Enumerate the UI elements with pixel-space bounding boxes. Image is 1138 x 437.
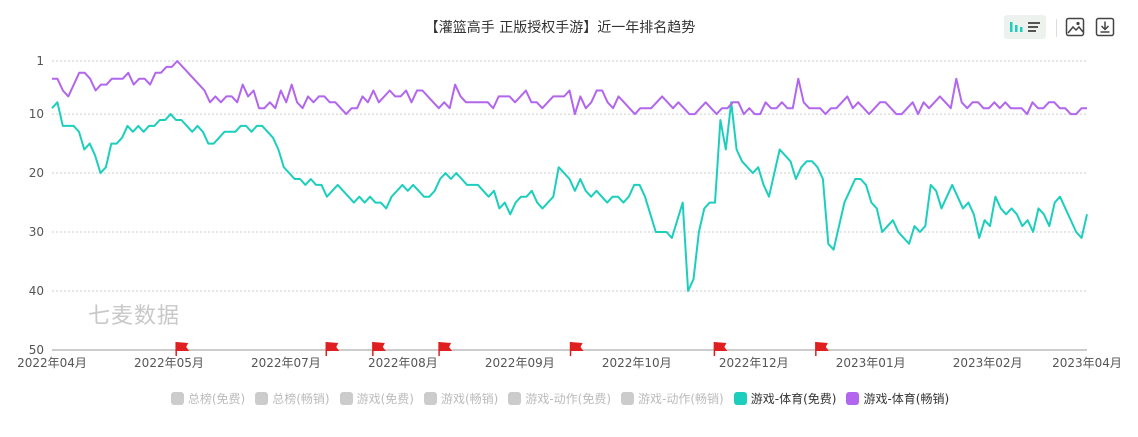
legend-label: 总榜(免费): [187, 392, 246, 406]
legend-swatch: [170, 392, 184, 405]
y-tick-label: 10: [29, 107, 44, 121]
x-tick-label: 2023年01月: [836, 356, 906, 370]
legend-label: 游戏-体育(免费): [750, 392, 837, 406]
y-tick-label: 30: [29, 225, 44, 239]
legend-item[interactable]: 游戏-动作(畅销): [621, 390, 724, 407]
legend-swatch: [846, 392, 860, 405]
legend-label: 游戏(畅销): [440, 392, 499, 406]
series-line[interactable]: [52, 60, 1087, 116]
legend-swatch: [733, 392, 747, 405]
download-icon[interactable]: [1094, 15, 1116, 39]
y-axis-ticks: 1 10 20 30 40 50: [29, 54, 44, 357]
event-flag-icon[interactable]: [325, 342, 340, 356]
chart-toolbar: [998, 15, 1138, 45]
legend-label: 总榜(畅销): [272, 392, 330, 406]
y-tick-label: 1: [36, 54, 44, 68]
legend-swatch: [339, 392, 353, 405]
event-flag-icon[interactable]: [372, 342, 386, 356]
event-flag-icon[interactable]: [175, 342, 190, 356]
legend-swatch: [621, 392, 635, 405]
x-tick-label: 2022年09月: [485, 356, 555, 370]
x-axis-ticks: 2022年04月 2022年05月 2022年07月 2022年08月 2022年09月…: [17, 356, 1122, 370]
chart-legend: 总榜(免费) 总榜(畅销) 游戏(免费) 游戏(畅销) 游戏-动作(免费) 游戏-动作(畅…: [0, 390, 1120, 407]
y-tick-label: 40: [29, 284, 44, 298]
series-lines: [51, 60, 1088, 292]
legend-label: 游戏-动作(畅销): [638, 392, 724, 406]
legend-swatch: [423, 392, 437, 405]
x-tick-label: 2022年05月: [134, 356, 204, 370]
legend-label: 游戏-体育(畅销): [863, 392, 950, 406]
event-flag-icon[interactable]: [815, 342, 829, 356]
x-tick-label: 2023年04月: [1052, 356, 1122, 370]
toolbar-divider: [1056, 19, 1057, 37]
grid-lines: [52, 60, 1087, 351]
x-tick-label: 2022年12月: [719, 356, 789, 370]
event-flag-icon[interactable]: [569, 342, 584, 356]
legend-label: 游戏-动作(免费): [525, 392, 612, 406]
image-icon[interactable]: [1064, 15, 1086, 39]
x-tick-label: 2022年08月: [368, 356, 438, 370]
chart-title: 【灌篮高手 正版授权手游】近一年排名趋势: [424, 20, 696, 36]
y-tick-label: 20: [29, 166, 44, 180]
event-flag-icon[interactable]: [438, 342, 453, 356]
bar-chart-icon[interactable]: [1006, 15, 1028, 39]
legend-item[interactable]: 游戏(畅销): [423, 390, 499, 407]
y-tick-label: 50: [29, 343, 44, 357]
legend-item[interactable]: 总榜(免费): [170, 390, 246, 407]
x-tick-label: 2022年10月: [602, 356, 672, 370]
legend-item[interactable]: 总榜(畅销): [255, 390, 330, 407]
legend-swatch: [508, 392, 522, 405]
chart-type-toggle[interactable]: [1004, 15, 1046, 39]
watermark: 七麦数据: [88, 304, 181, 329]
legend-item[interactable]: 游戏-体育(免费): [733, 390, 837, 407]
legend-label: 游戏(免费): [356, 392, 414, 406]
legend-item[interactable]: 游戏(免费): [339, 390, 414, 407]
legend-item[interactable]: 游戏-体育(畅销): [846, 390, 949, 407]
event-flags: [175, 342, 829, 356]
x-tick-label: 2022年07月: [251, 356, 321, 370]
x-tick-label: 2023年02月: [953, 356, 1023, 370]
list-icon[interactable]: [1024, 15, 1046, 39]
x-tick-label: 2022年04月: [17, 356, 87, 370]
legend-swatch: [255, 392, 269, 405]
series-line[interactable]: [51, 101, 1088, 292]
event-flag-icon[interactable]: [713, 342, 728, 356]
legend-item[interactable]: 游戏-动作(免费): [508, 390, 611, 407]
